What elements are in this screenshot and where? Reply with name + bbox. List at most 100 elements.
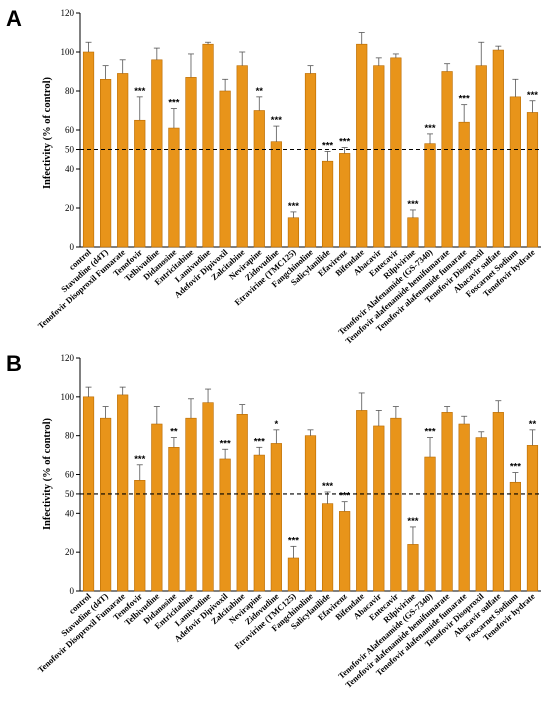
bar xyxy=(458,423,470,592)
bar xyxy=(458,121,470,248)
y-tick-label: 80 xyxy=(65,86,75,96)
bar xyxy=(100,79,112,248)
bar xyxy=(492,412,504,592)
y-tick-label: 40 xyxy=(65,164,75,174)
bar xyxy=(509,96,521,248)
significance-label: *** xyxy=(271,115,282,126)
bar xyxy=(287,557,300,592)
bar xyxy=(219,458,231,592)
bar xyxy=(321,160,334,248)
y-tick-label: 50 xyxy=(65,489,75,499)
bar xyxy=(287,217,300,248)
significance-label: *** xyxy=(407,516,418,527)
panel-a-label: A xyxy=(6,6,22,31)
significance-label: ** xyxy=(529,419,537,430)
significance-label: * xyxy=(275,419,279,430)
significance-label: *** xyxy=(134,86,145,97)
y-tick-label: 50 xyxy=(65,145,75,155)
bar xyxy=(475,65,487,248)
significance-label: ** xyxy=(170,427,178,438)
bar xyxy=(168,127,180,248)
y-tick-label: 20 xyxy=(65,547,75,557)
significance-label: *** xyxy=(134,454,145,465)
panel-b-label: B xyxy=(6,351,22,376)
y-tick-label: 60 xyxy=(65,470,75,480)
y-tick-label: 120 xyxy=(61,353,75,363)
bar xyxy=(185,77,197,248)
bar xyxy=(134,480,146,592)
significance-label: *** xyxy=(322,481,333,492)
bar xyxy=(117,394,129,592)
bar xyxy=(526,112,539,248)
bar xyxy=(270,141,282,248)
bar xyxy=(373,65,385,248)
y-tick-label: 100 xyxy=(61,47,75,57)
bar xyxy=(356,43,368,248)
bar xyxy=(185,417,197,592)
bar xyxy=(321,503,334,592)
bar xyxy=(492,49,504,248)
bar xyxy=(304,435,317,592)
panel-b-y-axis-label: Infectivity (% of control) xyxy=(42,417,53,530)
y-tick-label: 80 xyxy=(65,431,75,441)
bar xyxy=(339,511,351,592)
significance-label: *** xyxy=(220,438,231,449)
bar xyxy=(339,153,351,248)
bar xyxy=(356,410,368,592)
significance-label: *** xyxy=(339,137,350,148)
bar xyxy=(424,143,436,248)
y-tick-label: 20 xyxy=(65,203,75,213)
bar xyxy=(202,43,214,248)
panel-a-y-axis-label: Infectivity (% of control) xyxy=(42,76,53,189)
bar xyxy=(168,447,180,592)
bar xyxy=(441,412,453,592)
bar xyxy=(117,73,129,248)
bar xyxy=(407,544,419,592)
bar xyxy=(253,110,265,248)
panel-b: B Infectivity (% of control) 0 20 40 50 60 80… xyxy=(6,351,541,690)
bar xyxy=(236,414,248,592)
significance-label: *** xyxy=(339,491,350,502)
bar xyxy=(424,456,436,592)
panel-a: A Infectivity (% of control) 0 20 40 50 60 80… xyxy=(6,6,541,346)
significance-label: *** xyxy=(424,123,435,134)
significance-label: *** xyxy=(288,535,299,546)
bar xyxy=(407,217,419,248)
y-tick-label: 120 xyxy=(61,8,75,18)
y-tick-label: 60 xyxy=(65,125,75,135)
significance-label: *** xyxy=(459,94,470,105)
bar xyxy=(270,443,282,592)
significance-label: *** xyxy=(168,98,179,109)
significance-label: *** xyxy=(254,436,265,447)
bar xyxy=(134,119,146,248)
significance-label: ** xyxy=(256,86,264,97)
significance-label: *** xyxy=(322,140,333,151)
bar xyxy=(390,57,402,248)
bar xyxy=(100,417,112,592)
bar xyxy=(151,59,163,248)
bar xyxy=(253,454,265,592)
y-tick-label: 40 xyxy=(65,508,75,518)
significance-label: *** xyxy=(407,199,418,210)
significance-label: *** xyxy=(510,462,521,473)
bar xyxy=(526,445,539,592)
bar xyxy=(151,423,163,592)
bar xyxy=(236,65,248,248)
bar xyxy=(390,417,402,592)
y-tick-label: 0 xyxy=(70,242,75,252)
y-tick-label: 0 xyxy=(70,586,75,596)
bar xyxy=(304,73,317,248)
bar xyxy=(441,71,453,248)
significance-label: *** xyxy=(424,427,435,438)
bar xyxy=(219,90,231,248)
bar xyxy=(202,402,214,592)
bar xyxy=(475,437,487,592)
bar xyxy=(373,425,385,592)
y-tick-label: 100 xyxy=(61,392,75,402)
significance-label: *** xyxy=(527,90,538,101)
bar xyxy=(509,481,521,592)
significance-label: *** xyxy=(288,201,299,212)
